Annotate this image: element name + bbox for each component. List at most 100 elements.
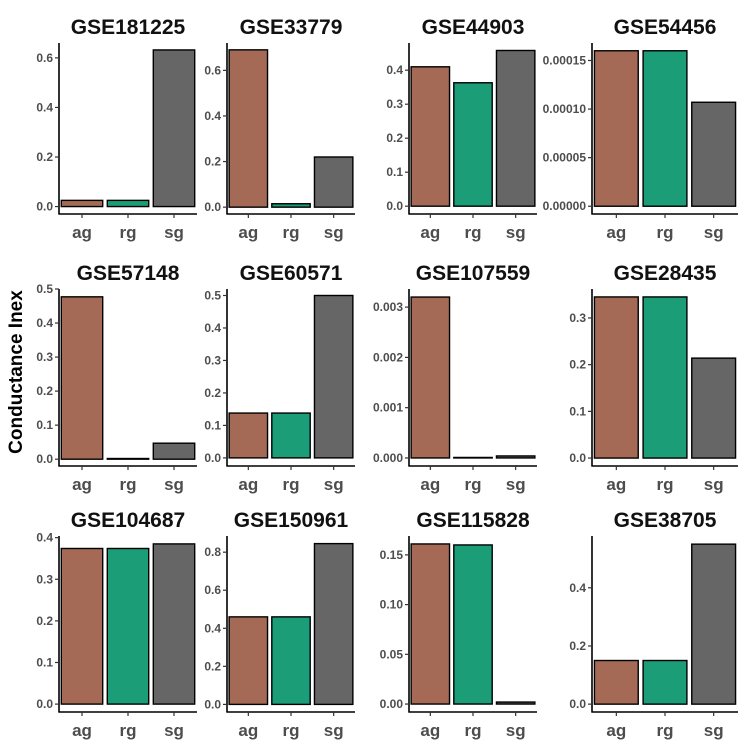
x-tick-label: ag [238,223,258,242]
bar-ag [228,616,269,706]
bar-sg [495,49,536,207]
bar-rg [642,659,688,705]
y-tick-label: 0.000 [373,451,403,465]
y-tick-label: 0.2 [204,659,221,673]
y-tick-label: 0.0 [569,451,586,465]
bar-sg [691,357,737,459]
bar-rg [271,616,311,706]
y-tick-label: 0.1 [386,165,403,179]
panel-title: GSE104687 [71,509,185,532]
x-tick-label: ag [606,721,626,740]
y-tick-label: 0.4 [386,63,403,77]
y-tick-label: 0.3 [36,350,53,364]
panel-gse57148: GSE57148 0.0 0.1 0.2 0.3 0.4 0.5 ag rg sg [36,262,197,494]
y-tick-label: 0.002 [373,350,403,364]
panel-title: GSE33779 [240,16,343,39]
y-tick-label: 0.2 [36,150,53,164]
y-tick-label: 0.1 [36,418,53,432]
y-tick-label: 0.003 [373,300,403,314]
panel-title: GSE44903 [422,16,525,39]
x-tick-label: ag [420,475,440,494]
x-tick-label: ag [72,721,92,740]
x-tick-label: sg [164,223,184,242]
y-tick-label: 0.0 [204,451,221,465]
bar-rg [642,296,688,459]
x-tick-label: sg [164,475,184,494]
x-tick-label: ag [72,223,92,242]
bar-rg [106,547,150,705]
x-tick-label: ag [238,475,258,494]
y-tick-label: 0.00010 [543,102,587,116]
bar-sg [691,543,737,705]
x-tick-label: rg [465,475,482,494]
y-tick-label: 0.00015 [543,53,587,67]
bar-ag [593,50,639,207]
x-tick-label: ag [606,223,626,242]
x-tick-label: rg [283,475,300,494]
bar-rg [453,82,493,207]
bar-sg [495,701,536,705]
bar-ag [410,543,451,705]
panel-title: GSE115828 [416,509,530,532]
y-tick-label: 0.3 [386,97,403,111]
x-tick-label: sg [704,475,724,494]
y-tick-label: 0.0 [36,697,53,711]
y-tick-label: 0.6 [204,63,221,77]
bar-ag [410,66,451,207]
bar-ag [60,199,104,208]
y-tick-label: 0.001 [373,401,403,415]
bar-ag [60,547,104,705]
x-tick-label: sg [506,475,526,494]
bar-sg [313,542,354,706]
bar-sg [152,543,196,705]
y-tick-label: 0.10 [380,598,404,612]
x-tick-label: rg [657,223,674,242]
x-tick-label: sg [324,721,344,740]
x-tick-label: rg [657,475,674,494]
bar-sg [313,156,354,208]
y-tick-label: 0.00 [380,697,404,711]
y-tick-label: 0.1 [204,418,221,432]
y-tick-label: 0.5 [204,288,221,302]
y-tick-label: 0.4 [36,316,53,330]
y-tick-label: 0.0 [36,200,53,214]
y-tick-label: 0.2 [569,639,586,653]
bar-rg [642,50,688,207]
y-tick-label: 0.4 [36,100,53,114]
y-tick-label: 0.1 [569,404,586,418]
panel-title: GSE57148 [77,262,180,285]
x-tick-label: ag [420,223,440,242]
y-tick-label: 0.6 [36,51,53,65]
y-tick-label: 0.2 [204,386,221,400]
y-tick-label: 0.00000 [543,199,587,213]
x-tick-label: sg [506,223,526,242]
x-tick-label: rg [283,721,300,740]
x-tick-label: rg [465,223,482,242]
y-tick-label: 0.0 [36,452,53,466]
bar-rg [106,457,150,460]
panel-gse181225: GSE181225 0.0 0.2 0.4 0.6 ag rg sg [36,16,197,242]
y-tick-label: 0.2 [386,131,403,145]
x-tick-label: rg [283,223,300,242]
x-tick-label: rg [120,721,137,740]
x-tick-label: sg [704,223,724,242]
y-tick-label: 0.4 [569,581,586,595]
x-tick-label: ag [72,475,92,494]
bar-ag [228,49,269,208]
panel-title: GSE60571 [240,262,343,285]
y-tick-label: 0.0 [204,697,221,711]
x-tick-label: sg [704,721,724,740]
x-tick-label: ag [238,721,258,740]
panel-gse60571: GSE60571 0.0 0.1 0.2 0.3 0.4 0.5 ag rg sg [204,262,355,494]
x-tick-label: rg [465,721,482,740]
panel-gse28435: GSE28435 0.0 0.1 0.2 0.3 ag rg sg [569,262,738,494]
panel-title: GSE107559 [416,262,530,285]
x-tick-label: rg [120,475,137,494]
x-tick-label: sg [506,721,526,740]
y-tick-label: 0.4 [204,321,221,335]
bar-ag [410,296,451,459]
y-tick-label: 0.4 [204,621,221,635]
panel-gse104687: GSE104687 0.0 0.1 0.2 0.3 0.4 ag rg sg [36,509,197,740]
y-tick-label: 0.3 [569,311,586,325]
panel-title: GSE28435 [614,262,717,285]
